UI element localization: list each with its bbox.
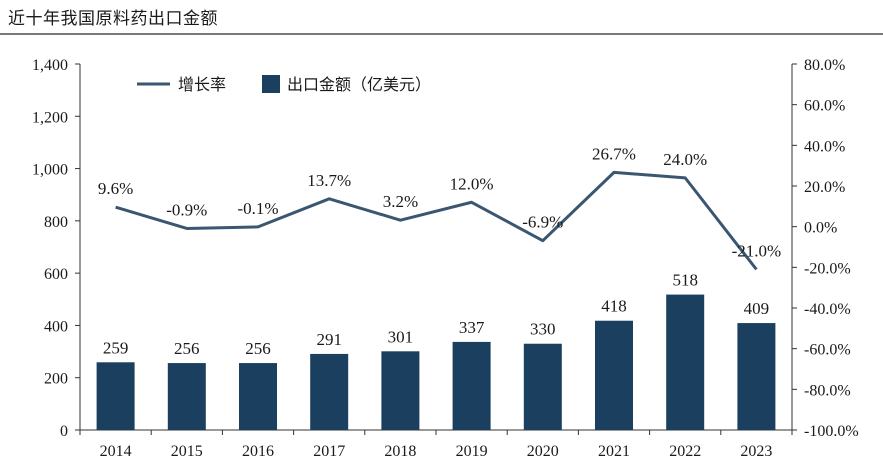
bar-data-label: 301 [388, 327, 414, 346]
y-left-tick-label: 0 [60, 423, 68, 440]
bar-data-label: 330 [530, 320, 556, 339]
bar-data-label: 256 [174, 339, 200, 358]
chart-title: 近十年我国原料药出口金额 [8, 9, 218, 29]
bar [737, 323, 776, 430]
bar [96, 362, 135, 430]
bar [167, 363, 206, 430]
bar-data-label: 256 [245, 339, 271, 358]
x-tick-label: 2016 [242, 443, 274, 460]
bar-data-label: 418 [601, 297, 627, 316]
line-data-label: -6.9% [522, 213, 563, 232]
line-data-label: 13.7% [307, 171, 351, 190]
bar-data-label: 291 [316, 330, 342, 349]
legend-line-label: 增长率 [178, 75, 226, 94]
y-left-tick-label: 800 [44, 214, 68, 231]
line-data-label: -0.9% [166, 200, 207, 219]
y-left-tick-label: 1,000 [32, 162, 68, 179]
bar [452, 341, 491, 430]
y-left-tick-label: 600 [44, 266, 68, 283]
x-tick-label: 2019 [456, 443, 488, 460]
bar [523, 343, 562, 430]
x-tick-label: 2020 [527, 443, 559, 460]
legend-bar-swatch [262, 75, 280, 93]
bar [239, 363, 277, 430]
y-right-tick-label: 20.0% [804, 179, 845, 196]
y-left-tick-label: 400 [44, 318, 68, 335]
bar-data-label: 518 [672, 271, 698, 290]
line-data-label: 3.2% [383, 192, 418, 211]
line-data-label: 9.6% [98, 179, 133, 198]
bar [595, 320, 633, 430]
line-data-label: 24.0% [663, 150, 707, 169]
x-tick-label: 2014 [100, 443, 132, 460]
y-right-tick-label: 0.0% [804, 220, 837, 237]
bar-data-label: 259 [103, 338, 129, 357]
x-tick-label: 2023 [740, 443, 772, 460]
growth-rate-line [115, 170, 758, 271]
line-data-label: -21.0% [732, 241, 782, 260]
line-data-label: 12.0% [450, 174, 494, 193]
x-tick-label: 2017 [313, 443, 345, 460]
bar-data-label: 409 [744, 299, 770, 318]
y-left-tick-label: 1,400 [32, 57, 68, 74]
bar [310, 353, 349, 430]
legend-bar-label: 出口金额（亿美元） [287, 75, 431, 94]
title-divider [0, 33, 883, 35]
line-data-label: 26.7% [592, 144, 636, 163]
y-right-tick-label: -40.0% [804, 301, 851, 318]
bar [381, 351, 420, 430]
y-right-tick-label: 80.0% [804, 57, 845, 74]
y-right-tick-label: -100.0% [804, 423, 859, 440]
y-left-tick-label: 200 [44, 371, 68, 388]
x-tick-label: 2018 [384, 443, 416, 460]
y-left-tick-label: 1,200 [32, 109, 68, 126]
bar [666, 294, 705, 430]
y-right-tick-label: -80.0% [804, 382, 851, 399]
y-right-tick-label: 40.0% [804, 138, 845, 155]
bar-data-label: 337 [459, 318, 485, 337]
y-right-tick-label: -60.0% [804, 342, 851, 359]
y-right-tick-label: 60.0% [804, 98, 845, 115]
line-data-label: -0.1% [237, 199, 278, 218]
x-tick-label: 2021 [598, 443, 630, 460]
y-right-tick-label: -20.0% [804, 260, 851, 277]
x-tick-label: 2015 [171, 443, 203, 460]
x-tick-label: 2022 [669, 443, 701, 460]
